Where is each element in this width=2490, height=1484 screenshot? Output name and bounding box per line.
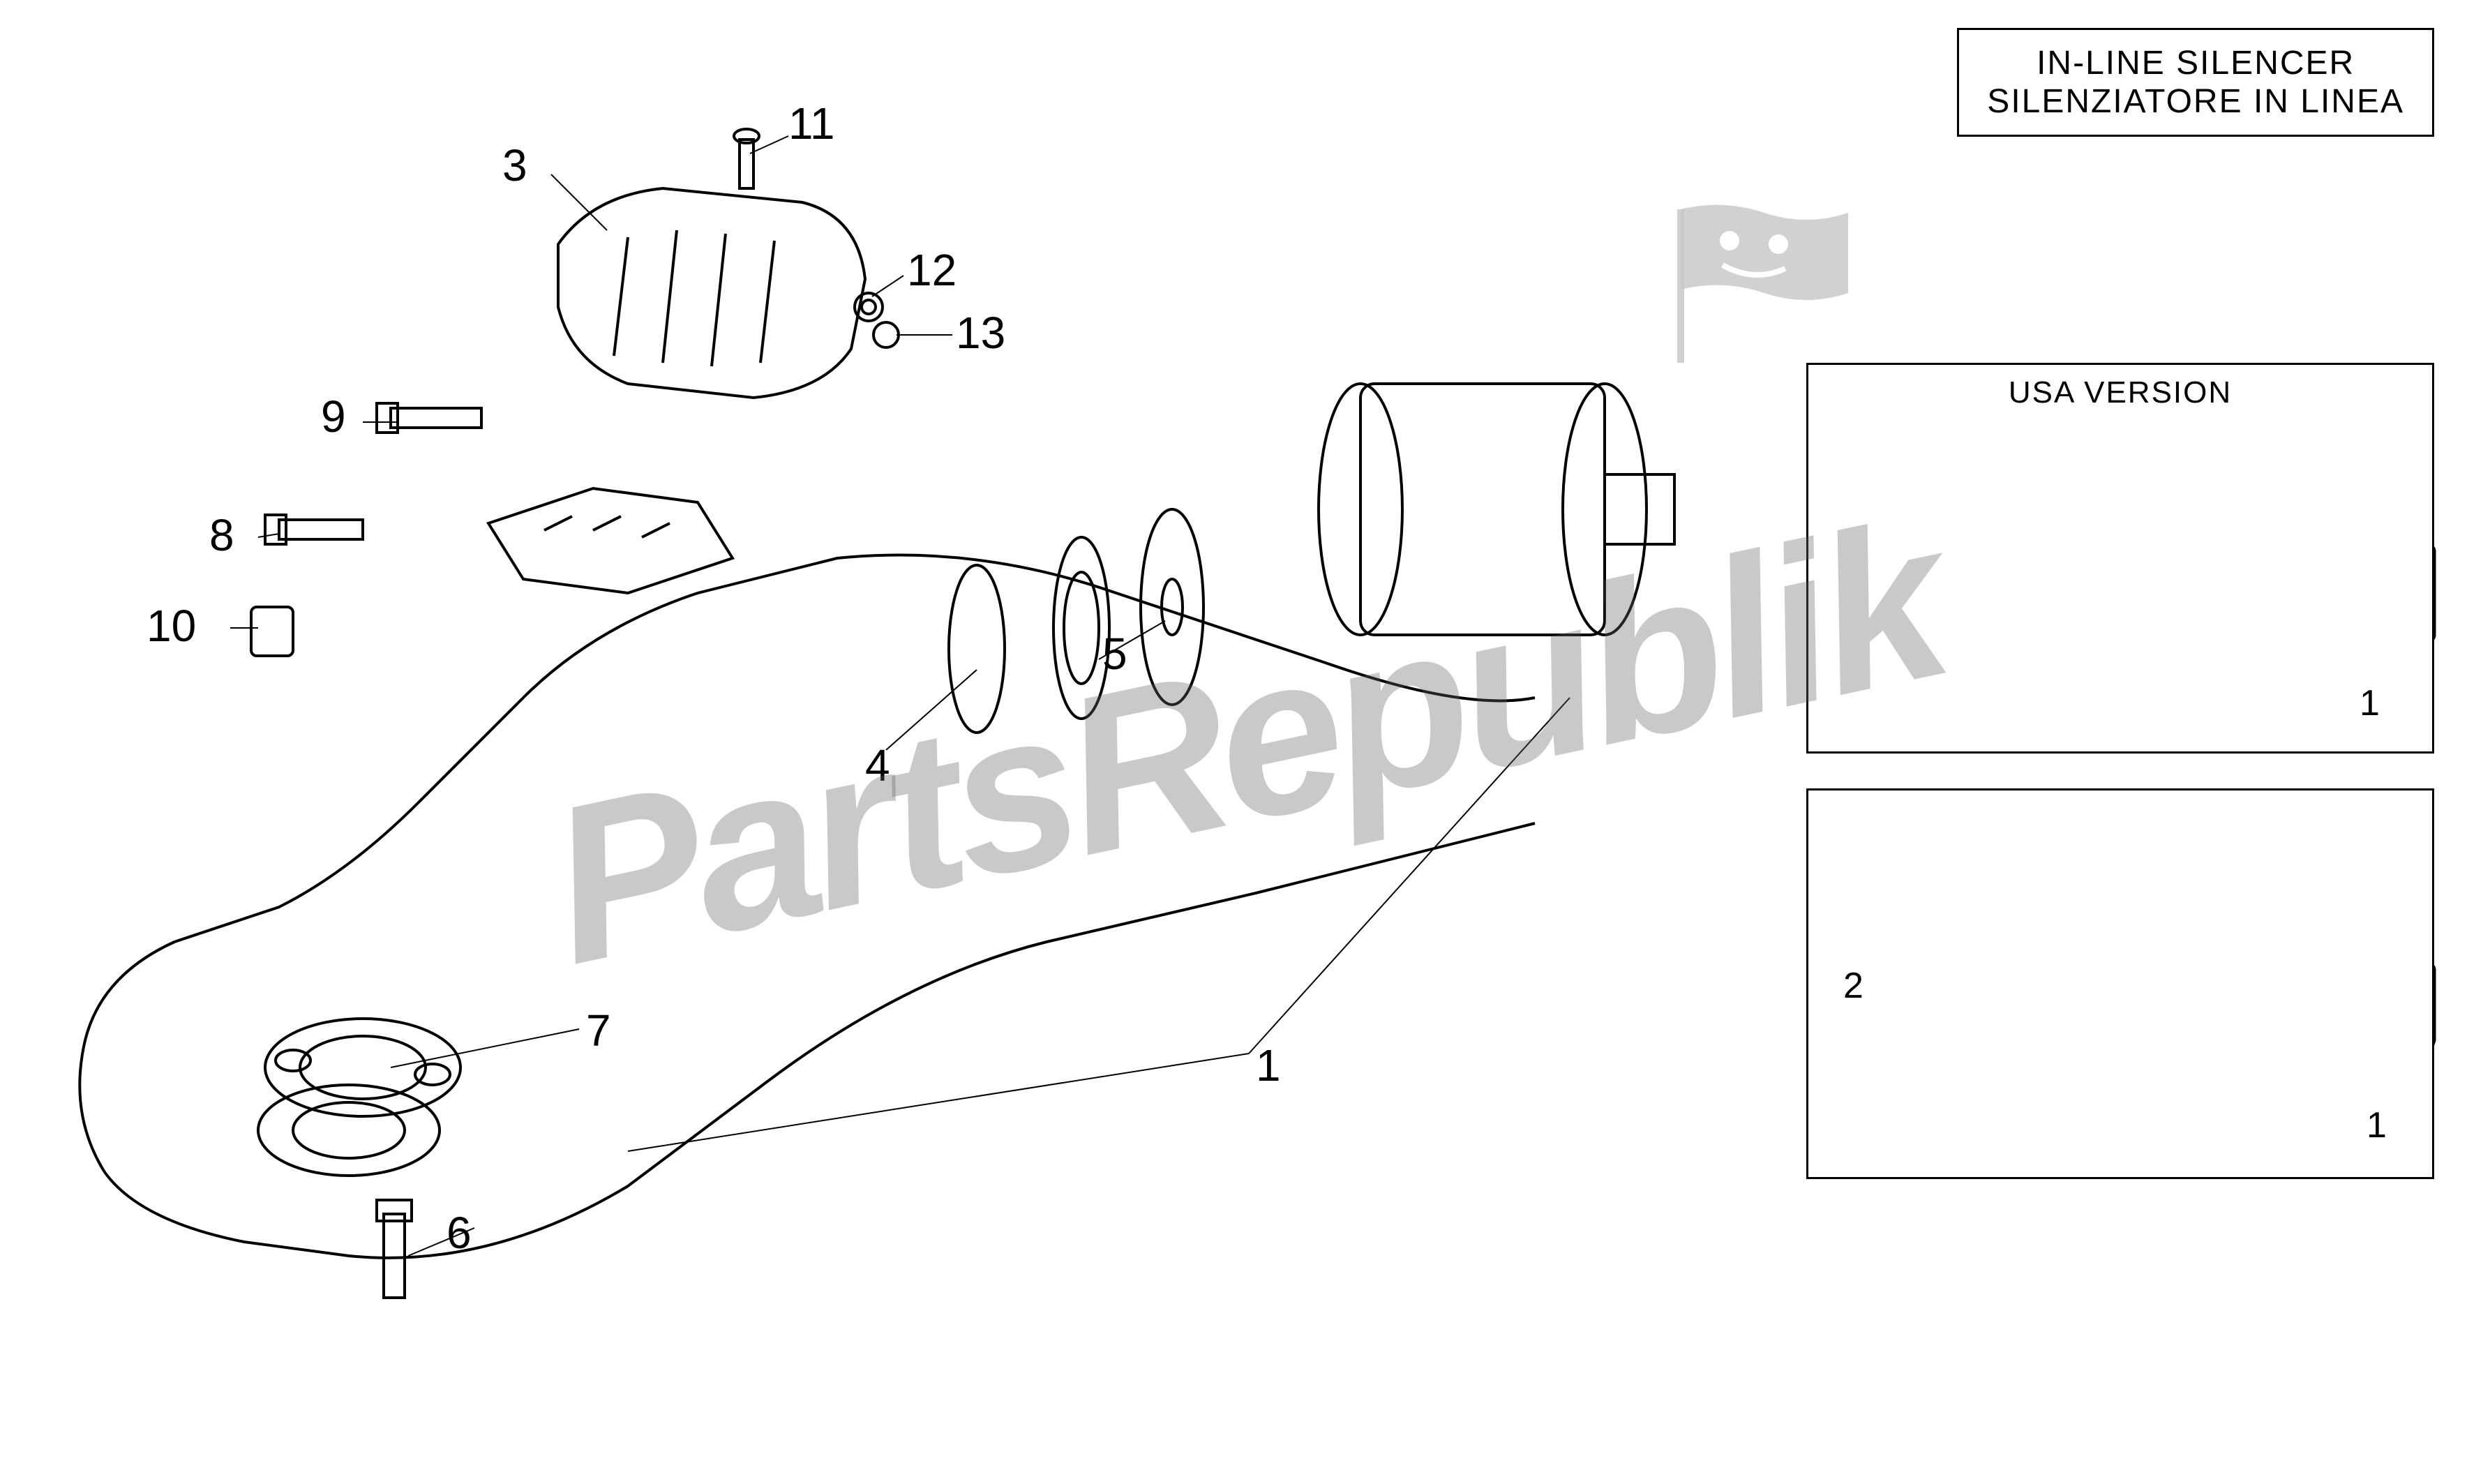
callout-lower-1: 1: [2367, 1104, 2387, 1146]
callout-5: 5: [1102, 628, 1127, 680]
callout-7: 7: [586, 1005, 611, 1056]
callout-lower-2: 2: [1843, 965, 1863, 1007]
title-line-1: IN-LINE SILENCER: [1987, 44, 2404, 82]
callout-11: 11: [788, 98, 834, 149]
callout-4: 4: [865, 740, 890, 791]
callout-12: 12: [907, 244, 957, 296]
parts-diagram-container: IN-LINE SILENCER SILENZIATORE IN LINEA U…: [0, 0, 2490, 1484]
callout-usa-1: 1: [2360, 682, 2380, 724]
callout-3: 3: [502, 140, 527, 191]
usa-version-label: USA VERSION: [2009, 375, 2232, 410]
callout-6: 6: [447, 1207, 472, 1259]
title-line-2: SILENZIATORE IN LINEA: [1987, 82, 2404, 121]
callout-8: 8: [209, 509, 234, 561]
usa-version-box: USA VERSION 1: [1806, 363, 2434, 754]
lower-variant-box: 2 1: [1806, 788, 2434, 1179]
callout-1: 1: [1256, 1040, 1281, 1091]
callout-9: 9: [321, 391, 346, 442]
callout-13: 13: [956, 307, 1005, 359]
title-box: IN-LINE SILENCER SILENZIATORE IN LINEA: [1957, 28, 2434, 137]
callout-10: 10: [147, 600, 196, 652]
